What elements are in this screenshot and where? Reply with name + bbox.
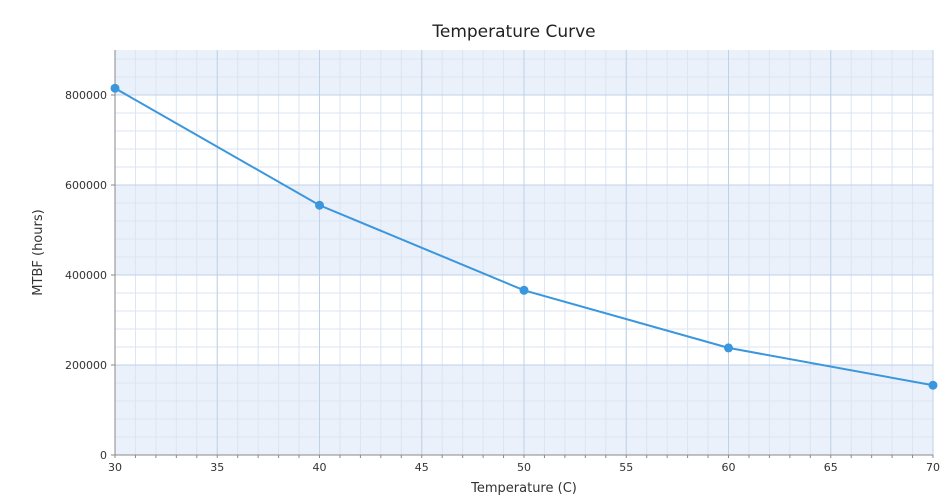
data-point[interactable] — [928, 380, 938, 390]
x-tick-label: 65 — [824, 461, 838, 474]
tick-labels: 30 35 40 45 50 55 60 65 70 0 200000 400000 600000 800… — [65, 89, 940, 474]
x-tick-label: 45 — [415, 461, 429, 474]
x-tick-label: 55 — [619, 461, 633, 474]
y-axis-title: MTBF (hours) — [31, 209, 46, 295]
axes — [111, 50, 934, 458]
x-tick-label: 35 — [210, 461, 224, 474]
y-tick-label: 800000 — [65, 89, 107, 102]
x-tick-label: 60 — [722, 461, 736, 474]
y-tick-label: 600000 — [65, 179, 107, 192]
y-tick-label: 200000 — [65, 359, 107, 372]
data-point[interactable] — [519, 285, 529, 295]
y-tick-label: 400000 — [65, 269, 107, 282]
data-point[interactable] — [724, 343, 733, 353]
x-tick-label: 30 — [108, 461, 122, 474]
y-tick-label: 0 — [100, 449, 107, 462]
x-tick-label: 50 — [517, 461, 531, 474]
chart-title: Temperature Curve — [431, 22, 595, 42]
series-layer — [110, 83, 938, 390]
data-point[interactable] — [110, 83, 120, 93]
x-tick-label: 70 — [926, 461, 940, 474]
x-tick-label: 40 — [313, 461, 327, 474]
x-axis-title: Temperature (C) — [470, 481, 577, 496]
data-point[interactable] — [315, 200, 324, 210]
